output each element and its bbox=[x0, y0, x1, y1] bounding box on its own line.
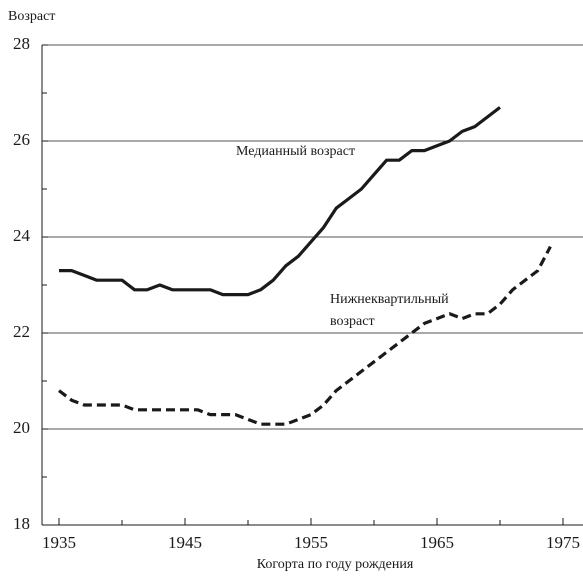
x-tick-label: 1965 bbox=[420, 533, 454, 552]
y-tick-label: 28 bbox=[13, 34, 30, 53]
series-line bbox=[59, 106, 501, 297]
series-line bbox=[58, 245, 552, 426]
x-tick-label: 1955 bbox=[294, 533, 328, 552]
x-tick-label: 1945 bbox=[168, 533, 202, 552]
annotation: возраст bbox=[330, 314, 375, 329]
annotation: Медианный возраст bbox=[236, 144, 355, 159]
y-tick-label: 26 bbox=[13, 130, 30, 149]
x-tick-label: 1975 bbox=[546, 533, 580, 552]
x-tick-label: 1935 bbox=[42, 533, 76, 552]
y-axis-label: Возраст bbox=[8, 9, 55, 24]
y-tick-label: 18 bbox=[13, 514, 30, 533]
y-tick-label: 20 bbox=[13, 418, 30, 437]
x-axis-label: Когорта по году рождения bbox=[257, 557, 414, 572]
annotation: Нижнеквартильный bbox=[330, 292, 449, 307]
y-tick-label: 24 bbox=[13, 226, 31, 245]
y-tick-label: 22 bbox=[13, 322, 30, 341]
